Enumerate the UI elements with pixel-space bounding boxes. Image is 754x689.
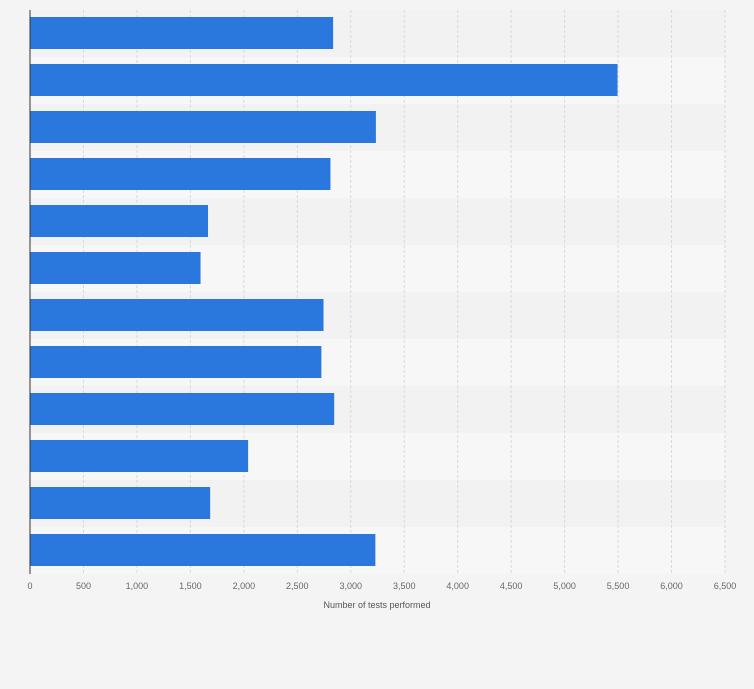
bar[interactable]	[30, 252, 201, 284]
bar[interactable]	[30, 17, 334, 49]
gridlines	[82, 10, 726, 574]
x-tick-label: 1,500	[179, 581, 202, 591]
x-tick-label: 4,500	[500, 581, 523, 591]
x-tick-label: 1,000	[126, 581, 149, 591]
x-tick-label: 500	[76, 581, 91, 591]
x-axis-title: Number of tests performed	[323, 600, 430, 610]
bar[interactable]	[30, 299, 324, 331]
bar[interactable]	[30, 205, 209, 237]
x-tick-label: 2,500	[286, 581, 309, 591]
x-tick-label: 5,500	[607, 581, 630, 591]
x-tick-label: 0	[27, 581, 32, 591]
x-tick-label: 3,000	[340, 581, 363, 591]
bars	[30, 17, 618, 566]
x-tick-label: 4,000	[446, 581, 469, 591]
x-tick-label: 6,000	[660, 581, 683, 591]
bar[interactable]	[30, 158, 331, 190]
bar[interactable]	[30, 64, 618, 96]
bar[interactable]	[30, 111, 376, 143]
bar[interactable]	[30, 534, 376, 566]
x-tick-label: 2,000	[233, 581, 256, 591]
x-tick-label: 6,500	[714, 581, 737, 591]
bar[interactable]	[30, 487, 211, 519]
x-tick-label: 5,000	[553, 581, 576, 591]
x-tick-label: 3,500	[393, 581, 416, 591]
bar[interactable]	[30, 393, 335, 425]
bar[interactable]	[30, 346, 322, 378]
bar[interactable]	[30, 440, 249, 472]
x-axis-tick-labels: 0 500 1,000 1,500 2,000 2,500 3,000 3,500 4,000 4…	[27, 581, 736, 591]
